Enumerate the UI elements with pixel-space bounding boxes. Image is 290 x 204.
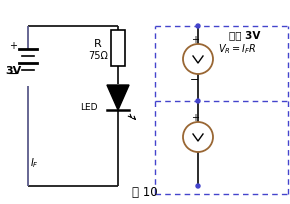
Circle shape xyxy=(196,184,200,188)
Text: 图 10: 图 10 xyxy=(132,185,158,198)
Text: 量程 3V: 量程 3V xyxy=(229,30,261,40)
Text: $I_F$: $I_F$ xyxy=(30,155,39,169)
Text: LED: LED xyxy=(81,103,98,112)
Text: R: R xyxy=(94,39,102,49)
Circle shape xyxy=(183,122,213,152)
Circle shape xyxy=(196,25,200,29)
Circle shape xyxy=(196,100,200,103)
Bar xyxy=(111,31,125,67)
Polygon shape xyxy=(107,86,129,110)
Text: +: + xyxy=(191,35,199,45)
Text: $V_R = I_F R$: $V_R = I_F R$ xyxy=(218,42,257,56)
Text: −: − xyxy=(8,67,18,80)
Text: −: − xyxy=(190,75,200,85)
Text: +: + xyxy=(9,41,17,51)
Circle shape xyxy=(183,45,213,75)
Text: 3V: 3V xyxy=(5,66,21,76)
Text: +: + xyxy=(191,112,199,122)
Text: 75Ω: 75Ω xyxy=(88,51,108,61)
